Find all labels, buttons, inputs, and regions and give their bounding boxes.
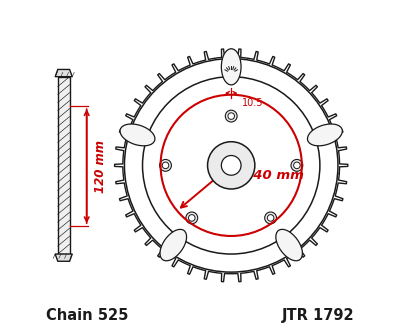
Text: Chain 525: Chain 525 (46, 308, 128, 323)
Text: 140 mm: 140 mm (244, 169, 304, 182)
Polygon shape (55, 254, 72, 261)
Ellipse shape (221, 49, 241, 85)
Polygon shape (55, 69, 72, 77)
Text: JTR 1792: JTR 1792 (282, 308, 354, 323)
Ellipse shape (120, 124, 155, 146)
Circle shape (221, 156, 241, 175)
Circle shape (208, 142, 255, 189)
Circle shape (162, 162, 169, 169)
Ellipse shape (308, 124, 342, 146)
Circle shape (267, 215, 274, 221)
Polygon shape (58, 77, 70, 254)
Circle shape (188, 215, 195, 221)
Circle shape (225, 110, 237, 122)
Circle shape (294, 162, 300, 169)
Circle shape (186, 212, 198, 224)
Text: 120 mm: 120 mm (94, 140, 107, 193)
Circle shape (228, 113, 234, 119)
Ellipse shape (276, 229, 302, 261)
Circle shape (265, 212, 276, 224)
Circle shape (291, 159, 303, 171)
Text: 10.5: 10.5 (242, 98, 264, 108)
Circle shape (160, 159, 172, 171)
Ellipse shape (160, 229, 186, 261)
